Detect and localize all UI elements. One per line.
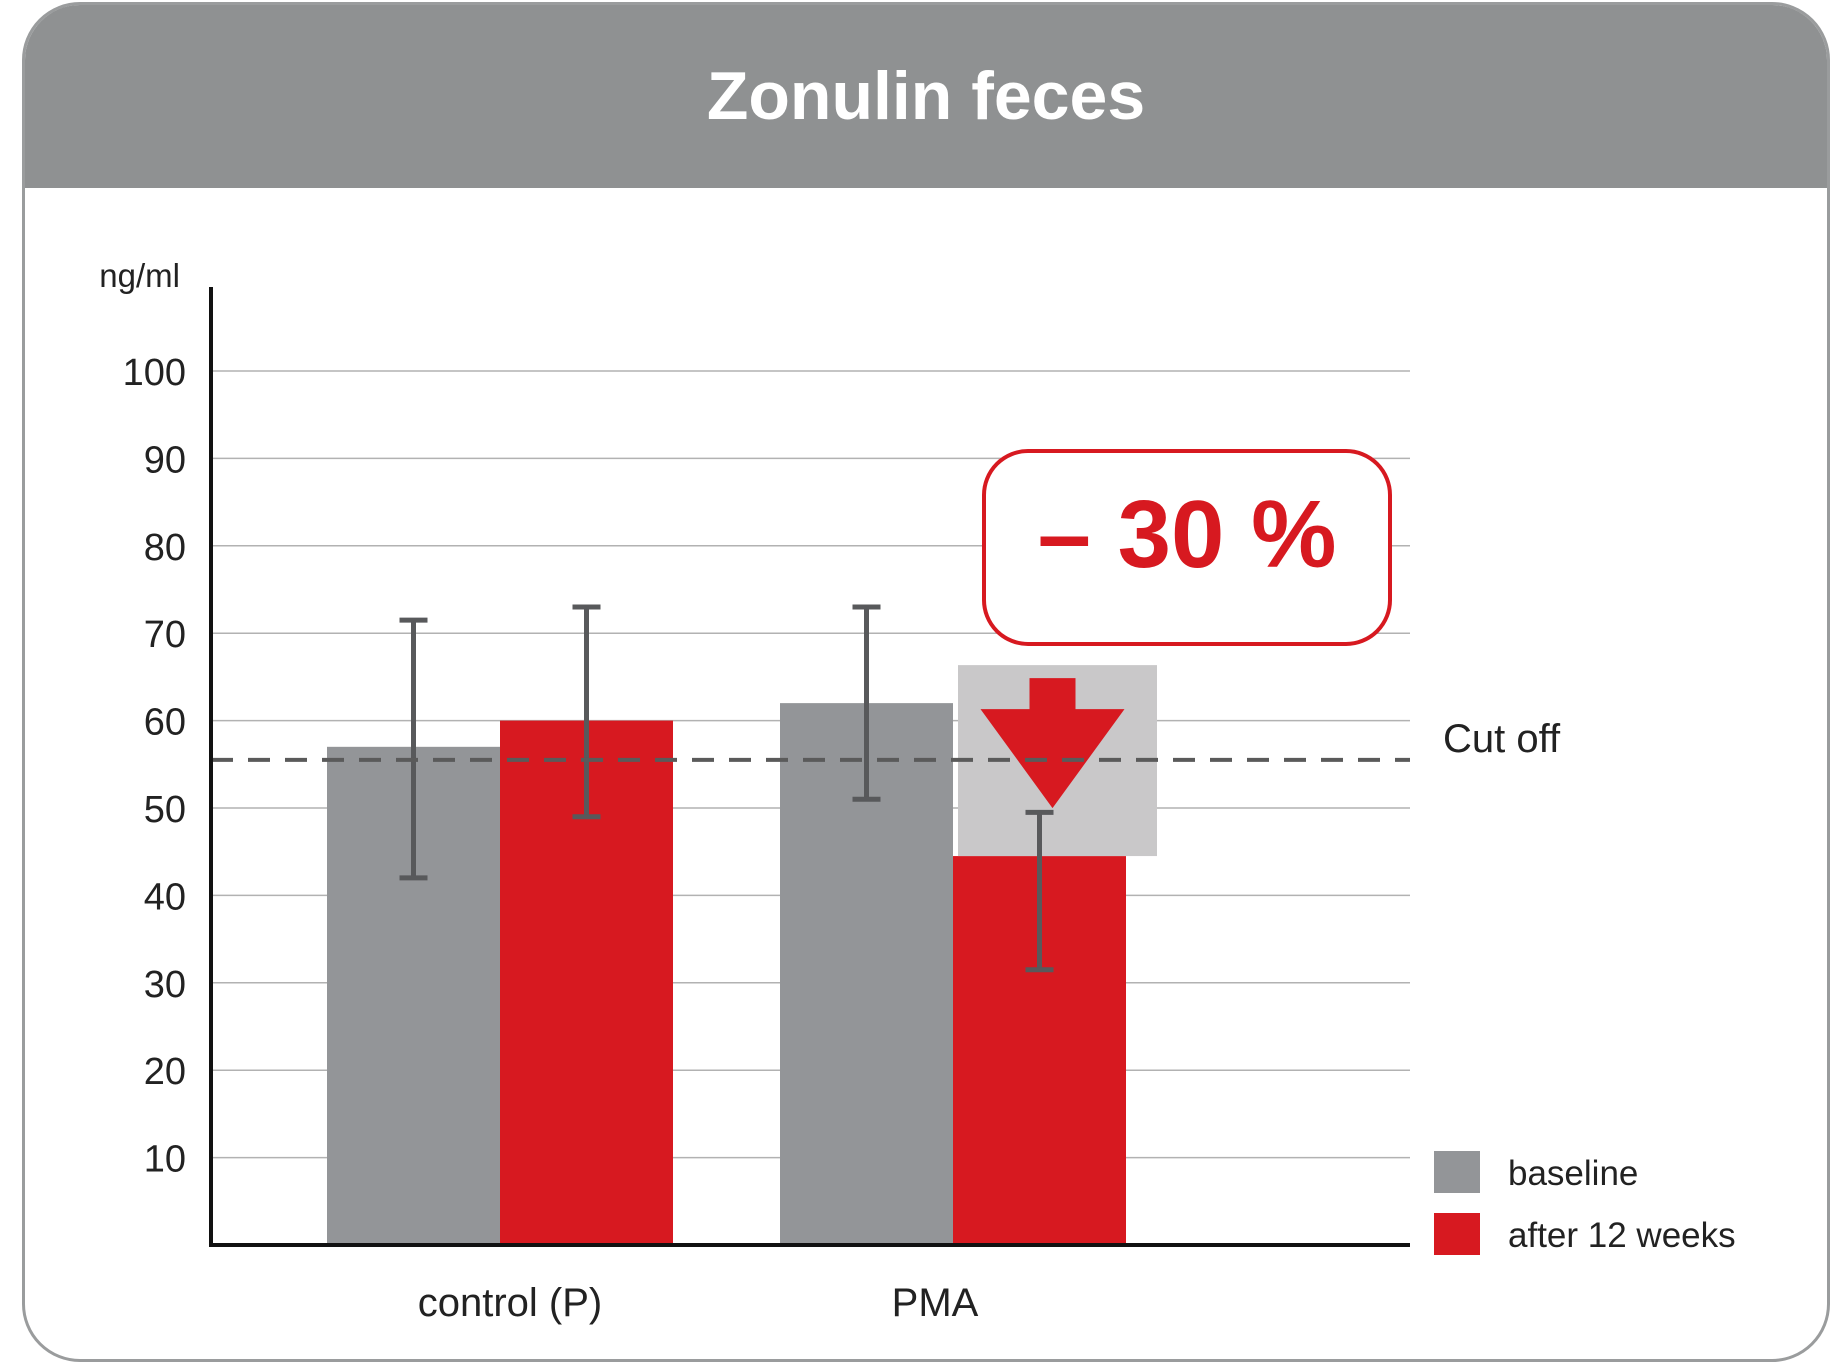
chart-title: Zonulin feces — [706, 58, 1146, 134]
card-header — [25, 5, 1827, 188]
legend-swatch — [1434, 1151, 1480, 1193]
axes — [209, 287, 1410, 1247]
annotation-text: – 30 % — [1038, 481, 1337, 588]
legend: baseline after 12 weeks — [1434, 1151, 1736, 1255]
cutoff-line: Cut off — [211, 717, 1561, 762]
legend-label: baseline — [1508, 1154, 1638, 1193]
y-tick-label: 40 — [144, 876, 186, 918]
y-tick-label: 30 — [144, 964, 186, 1006]
error-bars — [399, 604, 1054, 973]
y-tick-label: 90 — [144, 439, 186, 481]
annotation-box — [982, 449, 1392, 646]
y-tick-label: 80 — [144, 527, 186, 569]
down-arrow-icon — [980, 678, 1125, 809]
reduction-highlight — [958, 665, 1157, 857]
legend-label: after 12 weeks — [1508, 1216, 1736, 1255]
y-tick-label: 50 — [144, 789, 186, 831]
x-tick-label: control (P) — [418, 1281, 603, 1325]
y-tick-labels: 10 20 30 40 50 60 70 80 90 100 — [123, 352, 186, 1181]
percent-annotation: – 30 % — [982, 449, 1392, 646]
y-tick-label: 20 — [144, 1051, 186, 1093]
x-tick-label: PMA — [892, 1281, 979, 1325]
y-tick-label: 10 — [144, 1139, 186, 1181]
cutoff-label: Cut off — [1443, 717, 1561, 761]
legend-swatch — [1434, 1213, 1480, 1255]
y-tick-label: 100 — [123, 352, 186, 394]
y-tick-label: 60 — [144, 702, 186, 744]
y-axis-label: ng/ml — [99, 257, 180, 294]
y-tick-label: 70 — [144, 614, 186, 656]
x-tick-labels: control (P) PMA — [418, 1281, 979, 1325]
